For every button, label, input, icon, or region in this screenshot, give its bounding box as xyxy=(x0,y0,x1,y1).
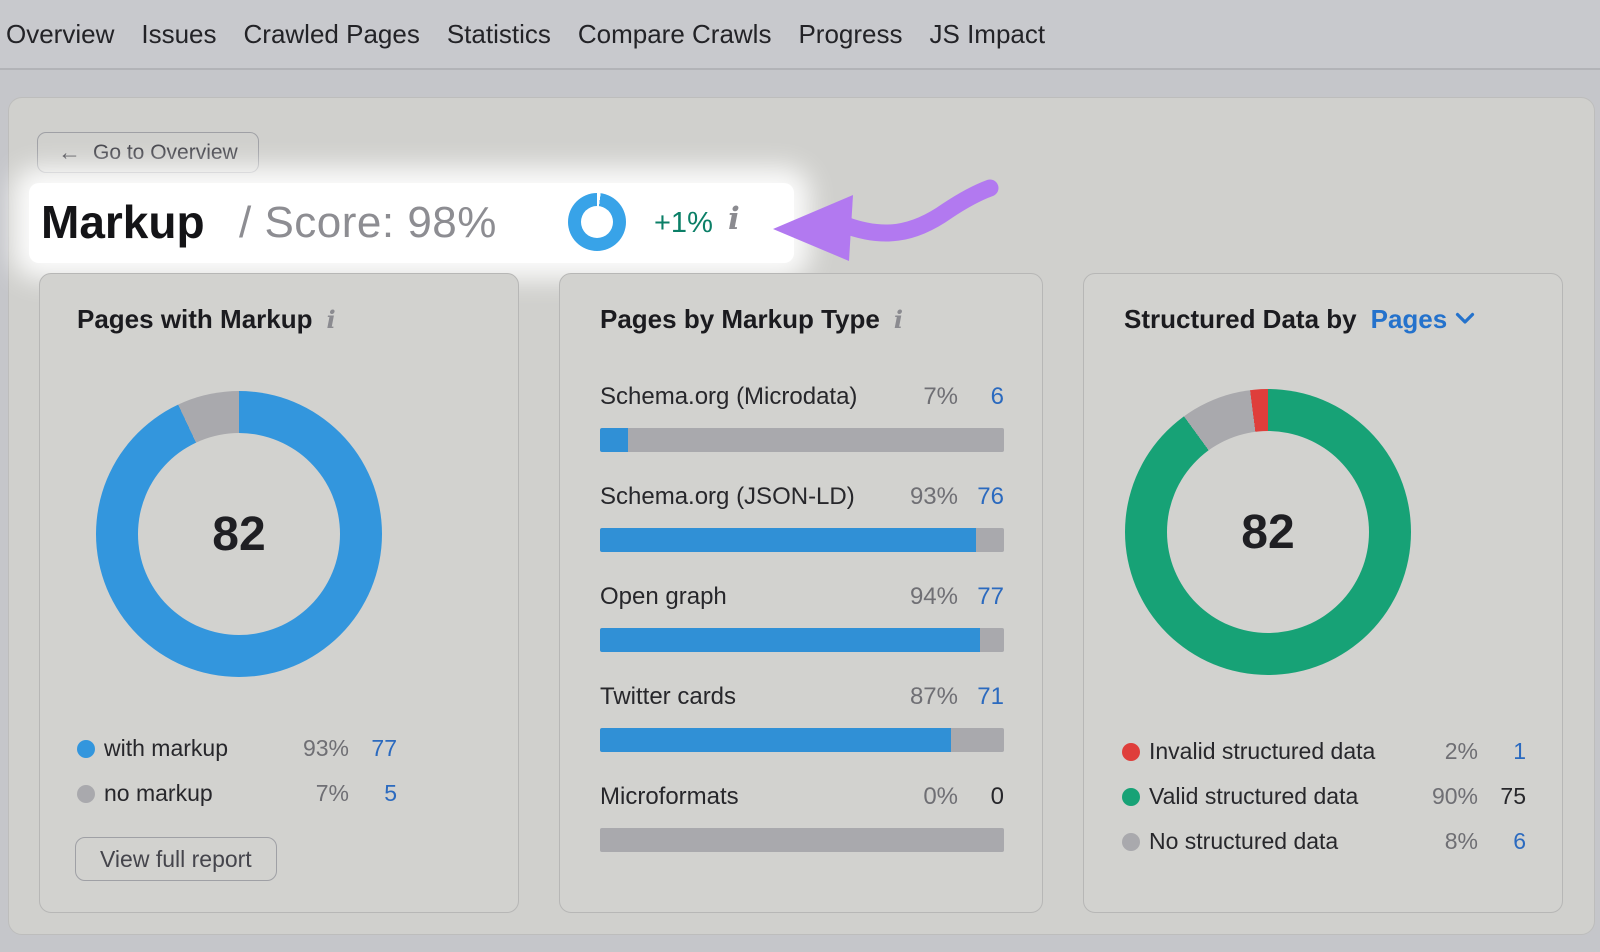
legend-item-none: No structured data 8% 6 xyxy=(1122,819,1526,864)
annotation-arrow xyxy=(773,179,999,261)
pages-by-markup-type-card: Pages by Markup Type i Schema.org (Micro… xyxy=(559,273,1043,913)
with-markup-count-link[interactable]: 77 xyxy=(371,735,397,761)
legend-item-no-markup: no markup 7% 5 xyxy=(77,771,397,816)
score-donut-icon xyxy=(568,193,626,251)
structured-data-by-dropdown[interactable]: Pages xyxy=(1371,304,1476,335)
total-pages-value: 82 xyxy=(1241,505,1295,559)
tab-overview[interactable]: Overview xyxy=(6,18,115,49)
go-to-overview-label: Go to Overview xyxy=(93,140,238,164)
valid-count: 75 xyxy=(1500,783,1526,809)
chevron-down-icon xyxy=(1456,312,1475,324)
view-full-report-button[interactable]: View full report xyxy=(75,837,277,881)
info-icon[interactable]: i xyxy=(728,201,740,237)
structured-data-donut: 82 xyxy=(1125,389,1411,675)
structured-data-title: Structured Data by xyxy=(1124,304,1357,334)
tab-compare-crawls[interactable]: Compare Crawls xyxy=(577,18,772,49)
gray-dot-icon xyxy=(77,784,95,803)
legend-item-with-markup: with markup 93% 77 xyxy=(77,726,397,771)
pages-with-markup-legend: with markup 93% 77 no markup 7% 5 xyxy=(77,726,397,816)
open-graph-count-link[interactable]: 77 xyxy=(977,583,1004,610)
bar-row-schema-jsonld: Schema.org (JSON-LD) 93% 76 xyxy=(600,478,1004,578)
back-arrow-icon: ← xyxy=(58,139,81,165)
tab-statistics[interactable]: Statistics xyxy=(446,18,551,49)
blue-dot-icon xyxy=(77,739,95,758)
score-delta-badge: +1% xyxy=(654,207,713,239)
tab-crawled-pages[interactable]: Crawled Pages xyxy=(243,18,420,49)
no-markup-count-link[interactable]: 5 xyxy=(384,780,397,806)
markup-report-panel: ← Go to Overview Markup / Score: 98% +1%… xyxy=(8,97,1595,935)
structured-data-card: Structured Data by Pages 82 Invalid stru… xyxy=(1083,273,1563,913)
legend-item-invalid: Invalid structured data 2% 1 xyxy=(1122,729,1526,774)
info-icon[interactable]: i xyxy=(326,305,336,334)
pages-with-markup-card: Pages with Markup i 82 with markup 93% 7… xyxy=(39,273,519,913)
tab-js-impact[interactable]: JS Impact xyxy=(929,18,1046,49)
score-text: / Score: 98% xyxy=(239,198,497,247)
pages-with-markup-title: Pages with Markup xyxy=(77,304,313,334)
total-pages-value: 82 xyxy=(212,507,266,561)
structured-data-legend: Invalid structured data 2% 1 Valid struc… xyxy=(1122,729,1526,864)
bar-row-microformats: Microformats 0% 0 xyxy=(600,778,1004,878)
highlight-overlay xyxy=(29,183,794,263)
markup-type-bars: Schema.org (Microdata) 7% 6 Schema.org (… xyxy=(600,378,1004,878)
microformats-count: 0 xyxy=(990,783,1004,810)
page-title: Markup xyxy=(41,196,205,248)
twitter-cards-count-link[interactable]: 71 xyxy=(977,683,1004,710)
bar-row-schema-microdata: Schema.org (Microdata) 7% 6 xyxy=(600,378,1004,478)
go-to-overview-button[interactable]: ← Go to Overview xyxy=(37,132,259,173)
bar-row-open-graph: Open graph 94% 77 xyxy=(600,578,1004,678)
green-dot-icon xyxy=(1122,787,1140,806)
tab-issues[interactable]: Issues xyxy=(141,18,217,49)
none-count-link[interactable]: 6 xyxy=(1513,828,1526,854)
pages-with-markup-donut: 82 xyxy=(96,391,382,677)
info-icon[interactable]: i xyxy=(893,305,903,334)
schema-jsonld-count-link[interactable]: 76 xyxy=(977,483,1004,510)
gray-dot-icon xyxy=(1122,832,1140,851)
bar-row-twitter-cards: Twitter cards 87% 71 xyxy=(600,678,1004,778)
red-dot-icon xyxy=(1122,742,1140,761)
report-tabs: Overview Issues Crawled Pages Statistics… xyxy=(0,0,1600,70)
tab-progress[interactable]: Progress xyxy=(798,18,903,49)
legend-item-valid: Valid structured data 90% 75 xyxy=(1122,774,1526,819)
invalid-count-link[interactable]: 1 xyxy=(1513,738,1526,764)
schema-microdata-count-link[interactable]: 6 xyxy=(990,383,1004,410)
pages-by-markup-type-title: Pages by Markup Type xyxy=(600,304,880,334)
